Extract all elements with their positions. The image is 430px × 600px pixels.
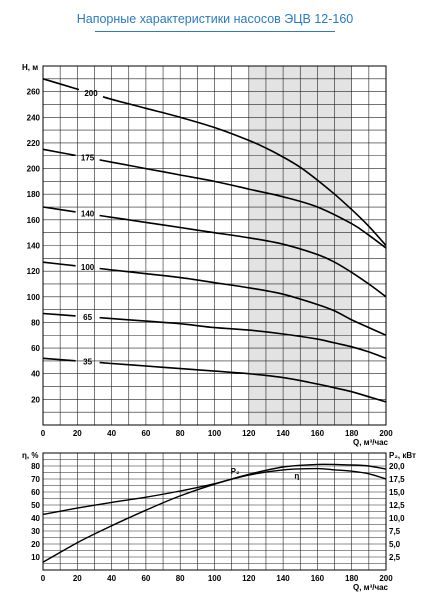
y-tick-label: 80 (31, 462, 40, 471)
x-tick-label: 120 (242, 574, 256, 583)
y-tick-label: 80 (31, 318, 40, 327)
x-tick-label: 40 (107, 574, 116, 583)
head-chart: 0 20 40 60 80 100 120 140 160 180 200 20 40 60 80 100 12… (22, 63, 393, 447)
x-tick-label: 20 (73, 429, 82, 438)
head-curve (102, 96, 387, 247)
head-curve (99, 267, 387, 337)
curve-label: 65 (83, 313, 92, 322)
x-tick-label: 200 (379, 429, 393, 438)
y-tick-label: 20 (31, 395, 40, 404)
y2-tick-label: 20,0 (389, 462, 405, 471)
power-curve-label: P₂ (231, 467, 240, 476)
y-tick-label: 160 (27, 216, 41, 225)
chart-title: Напорные характеристики насосов ЭЦВ 12-1… (76, 12, 354, 26)
y-axis-label: η, % (22, 451, 38, 460)
efficiency-power-chart: 0 20 40 60 80 100 120 140 160 180 200 10 20 30 40 50 60 7… (22, 451, 416, 592)
y2-tick-label: 10,0 (389, 514, 405, 523)
curve-label: 200 (84, 89, 98, 98)
y-tick-label: 260 (27, 88, 41, 97)
curve-label: 35 (83, 358, 92, 367)
x-tick-label: 180 (345, 429, 359, 438)
head-curve-segment (42, 357, 76, 362)
x-tick-label: 0 (41, 429, 46, 438)
y2-tick-label: 2,5 (389, 553, 401, 562)
y-tick-label: 10 (31, 553, 40, 562)
y2-axis-label: P₂, кВт (389, 451, 416, 460)
x-tick-label: 100 (208, 574, 222, 583)
y2-tick-label: 12,5 (389, 501, 405, 510)
y-tick-label: 140 (27, 242, 41, 251)
y-tick-label: 120 (27, 267, 41, 276)
title-underline (95, 31, 335, 32)
plot-frame (42, 452, 387, 571)
curve-label: 175 (81, 154, 95, 163)
head-curve-segment (42, 312, 76, 317)
x-tick-label: 20 (73, 574, 82, 583)
y-tick-label: 60 (31, 344, 40, 353)
head-curve-segment (42, 206, 76, 213)
x-tick-label: 40 (107, 429, 116, 438)
x-tick-label: 160 (311, 574, 325, 583)
y2-tick-label: 17,5 (389, 475, 405, 484)
head-curve-segment (42, 78, 80, 91)
y-tick-label: 240 (27, 113, 41, 122)
y-tick-label: 200 (27, 165, 41, 174)
x-tick-label: 100 (208, 429, 222, 438)
x-tick-label: 160 (311, 429, 325, 438)
x-tick-label: 60 (141, 574, 150, 583)
x-tick-label: 180 (345, 574, 359, 583)
x-tick-label: 0 (41, 574, 46, 583)
head-curve (99, 159, 387, 249)
x-tick-label: 140 (276, 574, 290, 583)
y-tick-label: 40 (31, 514, 40, 523)
x-tick-label: 80 (176, 429, 185, 438)
efficiency-curve-label: η (294, 471, 299, 480)
x-tick-label: 60 (141, 429, 150, 438)
head-curve (99, 316, 387, 360)
y-tick-label: 100 (27, 293, 41, 302)
y2-tick-label: 5,0 (389, 540, 401, 549)
y2-tick-label: 15,0 (389, 488, 405, 497)
efficiency-curve (42, 467, 387, 563)
x-tick-label: 200 (379, 574, 393, 583)
head-curve (99, 361, 387, 403)
y-tick-label: 30 (31, 527, 40, 536)
curve-label: 100 (81, 263, 95, 272)
power-curve (42, 463, 387, 516)
y-tick-label: 20 (31, 540, 40, 549)
y-tick-label: 70 (31, 475, 40, 484)
y-tick-label: 180 (27, 190, 41, 199)
head-curve (99, 214, 387, 298)
y-tick-label: 40 (31, 370, 40, 379)
y-axis-label: H, м (22, 63, 38, 72)
head-curve-segment (42, 261, 76, 267)
y-tick-label: 50 (31, 501, 40, 510)
curve-label: 140 (81, 210, 95, 219)
y2-tick-label: 7,5 (389, 527, 401, 536)
y-tick-label: 60 (31, 488, 40, 497)
x-axis-label: Q, м³/час (353, 438, 389, 447)
x-tick-label: 80 (176, 574, 185, 583)
y-tick-label: 220 (27, 139, 41, 148)
x-tick-label: 120 (242, 429, 256, 438)
x-axis-label: Q, м³/час (353, 583, 389, 592)
x-tick-label: 140 (276, 429, 290, 438)
head-curve-segment (42, 148, 76, 157)
